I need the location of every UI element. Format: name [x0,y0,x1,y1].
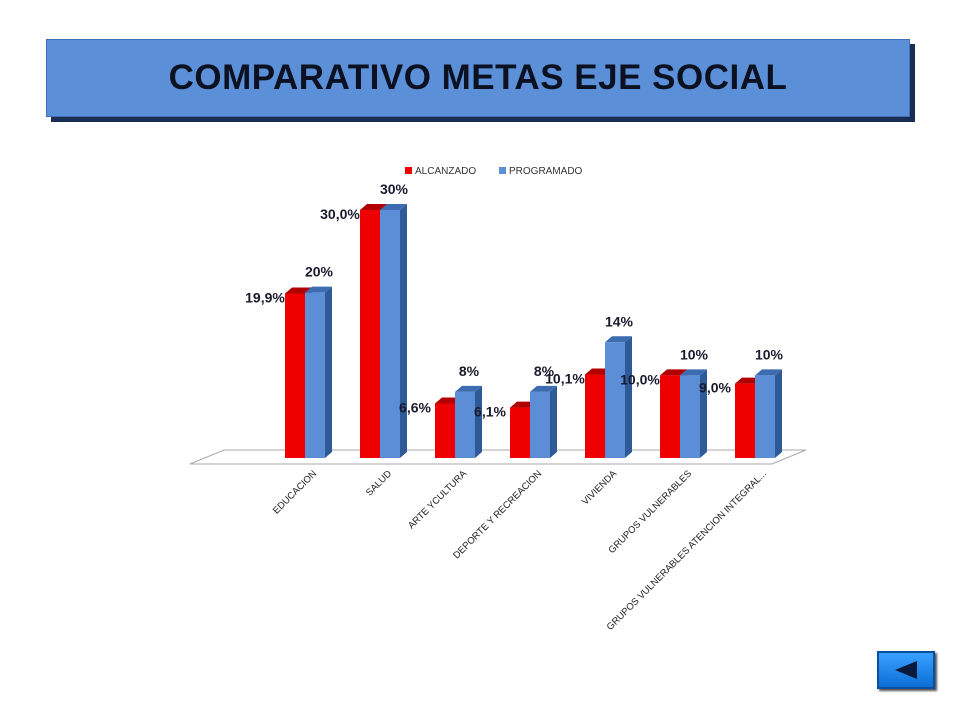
data-label: 30% [380,181,409,197]
bar-side [775,369,782,458]
bar-top [360,204,387,210]
bar-programado [305,292,325,458]
bar-alcanzado [510,407,530,458]
bar-programado [680,375,700,458]
legend-label-programado: PROGRAMADO [509,166,583,177]
bar-top [680,369,707,376]
bar-top [755,369,782,376]
bar-side [700,369,707,458]
data-label: 8% [534,363,555,379]
data-label: 30,0% [320,206,360,222]
bar-side [400,204,407,458]
category-label: SALUD [364,468,394,498]
data-label: 10,1% [545,371,585,387]
category-label: GRUPOS VULNERABLES ATENCION INTEGRAL... [605,468,769,632]
bar-top [605,336,632,343]
bar-top [530,385,557,392]
data-label: 6,6% [399,399,431,415]
data-label: 10% [680,346,709,362]
category-label: DEPORTE Y RECREACION [451,468,544,561]
bar-side [625,336,632,458]
bar-top [380,204,407,210]
chart-floor [189,449,807,465]
legend-label-alcanzado: ALCANZADO [415,166,476,177]
bar-side [475,385,482,458]
bar-alcanzado [735,383,755,458]
category-label: GRUPOS VULNERABLES [606,468,694,556]
bar-programado [530,391,550,458]
bar-side [550,385,557,458]
bar-alcanzado [660,375,680,458]
data-label: 14% [605,313,634,329]
back-button[interactable] [877,651,935,689]
bar-alcanzado [435,403,455,458]
legend-swatch-alcanzado [405,167,412,174]
data-label: 9,0% [699,380,731,396]
bar-programado [455,391,475,458]
left-triangle-icon [895,661,917,679]
data-label: 20% [305,264,334,280]
title-banner: COMPARATIVO METAS EJE SOCIAL [46,39,910,117]
category-label: VIVIENDA [580,468,620,508]
data-label: 19,9% [245,289,285,305]
category-label: EDUCACION [271,468,319,516]
bar-top [305,286,332,293]
bar-alcanzado [360,210,380,458]
page-title: COMPARATIVO METAS EJE SOCIAL [168,58,788,97]
bar-alcanzado [285,293,305,458]
bar-alcanzado [585,374,605,458]
data-label: 10,0% [620,371,660,387]
data-label: 6,1% [474,404,506,420]
bar-top [455,385,482,392]
bar-top [660,369,687,376]
bar-programado [605,342,625,458]
bar-top [285,287,312,294]
legend-swatch-programado [499,167,506,174]
data-label: 10% [755,346,784,362]
bar-programado [380,210,400,458]
bar-programado [755,375,775,458]
data-label: 8% [459,363,480,379]
category-label: ARTE YCULTURA [406,468,469,531]
bar-side [325,286,332,458]
